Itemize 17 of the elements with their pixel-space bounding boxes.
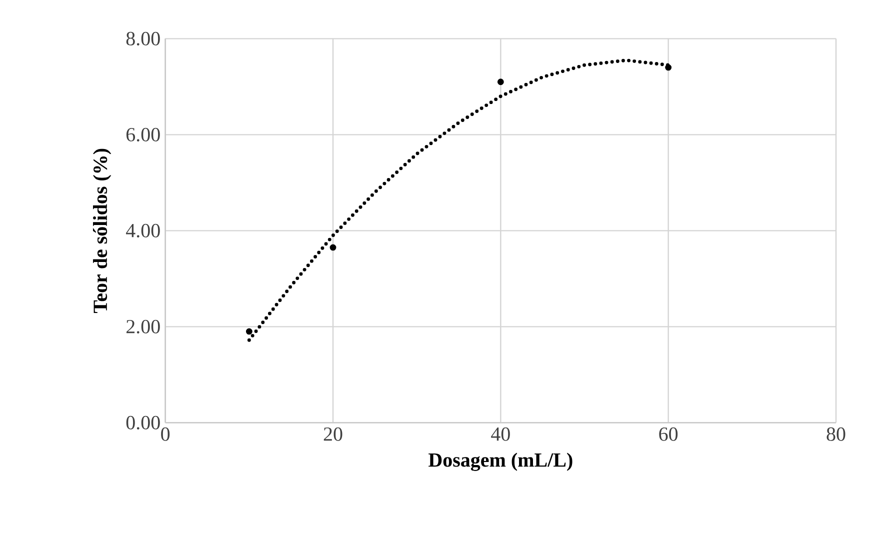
y-tick-label: 8.00	[126, 32, 160, 46]
point	[246, 328, 252, 335]
point	[665, 64, 672, 71]
y-tick-label: 0.00	[126, 416, 160, 430]
x-tick-label: 80	[826, 427, 846, 441]
line-series	[247, 58, 670, 342]
point	[330, 244, 336, 251]
x-tick-label: 0	[161, 427, 170, 441]
point	[497, 78, 504, 86]
y-axis-title: Teor de sólidos (%)	[92, 148, 112, 314]
x-tick-label: 60	[659, 427, 678, 441]
x-axis-title: Dosagem (mL/L)	[428, 452, 572, 471]
y-tick-label: 6.00	[126, 128, 160, 142]
y-tick-label: 2.00	[126, 320, 160, 334]
x-tick-label: 40	[491, 427, 510, 441]
y-tick-label: 4.00	[126, 224, 160, 238]
x-tick-label: 20	[324, 427, 342, 441]
